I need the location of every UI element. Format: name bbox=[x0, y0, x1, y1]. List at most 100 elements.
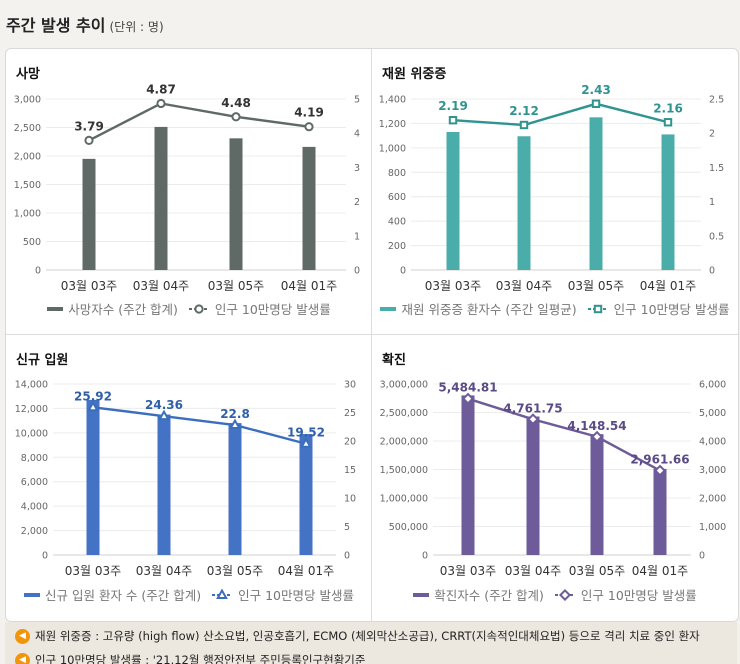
legend-item-rate: 인구 10만명당 발생률 bbox=[554, 585, 697, 604]
rate-point bbox=[229, 418, 241, 430]
y-left-tick-label: 0 bbox=[422, 551, 428, 562]
legend-label: 신규 입원 환자 수 (주간 합계) bbox=[45, 588, 202, 603]
y-left-tick-label: 0 bbox=[35, 266, 41, 277]
chart-title: 사망 bbox=[16, 67, 40, 82]
y-left-tick-label: 2,000 bbox=[21, 526, 48, 537]
y-left-tick-label: 1,000 bbox=[14, 209, 41, 220]
data-label: 3.79 bbox=[74, 119, 104, 133]
x-tick-label: 03월 04주 bbox=[505, 564, 561, 578]
x-tick-label: 03월 03주 bbox=[65, 564, 121, 578]
y-left-tick-label: 12,000 bbox=[15, 404, 48, 415]
chart-svg: 0 200 400 600 800 1,000 1,200 1,400 0 0.5 1 1.5 2 2.5… bbox=[379, 83, 724, 293]
y-right-tick-label: 0 bbox=[354, 266, 360, 277]
x-tick-label: 03월 04주 bbox=[496, 279, 552, 293]
x-tick-label: 04월 01주 bbox=[278, 564, 334, 578]
legend-item-bars: 확진자수 (주간 합계) bbox=[413, 585, 544, 604]
rate-line bbox=[88, 102, 310, 142]
rate-point bbox=[87, 400, 99, 412]
data-label: 4,761.75 bbox=[503, 401, 562, 415]
chart-title: 확진 bbox=[382, 353, 406, 368]
x-tick-label: 03월 03주 bbox=[425, 279, 481, 293]
x-tick-label: 03월 03주 bbox=[440, 564, 496, 578]
bar bbox=[299, 434, 313, 555]
y-left-tick-label: 4,000 bbox=[21, 502, 48, 513]
y-left-tick-label: 600 bbox=[388, 192, 406, 203]
legend-label: 인구 10만명당 발생률 bbox=[580, 588, 697, 603]
y-left-tick-label: 2,500 bbox=[14, 123, 41, 134]
bar bbox=[302, 146, 316, 270]
y-left-tick-label: 8,000 bbox=[21, 453, 48, 464]
x-tick-label: 03월 05주 bbox=[207, 564, 263, 578]
data-label: 2.19 bbox=[438, 99, 468, 113]
bar bbox=[526, 416, 540, 555]
legend-bar-swatch bbox=[24, 592, 40, 597]
y-right-tick-label: 15 bbox=[344, 465, 356, 476]
y-right-tick-label: 1.5 bbox=[709, 163, 724, 174]
chart-panel-critical: 재원 위중증 0 200 400 600 800 1,000 1,200 1,400 0 0.5 1… bbox=[372, 49, 738, 335]
legend-label: 사망자수 (주간 합계) bbox=[68, 302, 178, 317]
unit-label: (단위 : 명) bbox=[109, 20, 164, 34]
rate-point bbox=[591, 99, 601, 108]
y-left-tick-label: 1,000 bbox=[379, 143, 406, 154]
x-tick-label: 03월 03주 bbox=[61, 279, 117, 293]
y-left-tick-label: 500,000 bbox=[389, 522, 428, 533]
y-right-tick-label: 6,000 bbox=[699, 380, 726, 391]
bar bbox=[229, 138, 243, 270]
footnote-population-basis: ◀ 인구 10만명당 발생률 : '21.12월 행정안전부 주민등록인구현황기… bbox=[15, 652, 365, 664]
y-right-tick-label: 0.5 bbox=[709, 231, 724, 242]
chart-svg: 0 500 1,000 1,500 2,000 2,500 3,000 0 1 2 3 4 5 03월 0… bbox=[14, 82, 360, 293]
y-right-tick-label: 3 bbox=[354, 163, 360, 174]
legend-line-icon bbox=[587, 304, 608, 313]
divider-vertical bbox=[371, 49, 372, 621]
y-left-tick-label: 2,500,000 bbox=[380, 408, 428, 419]
legend-item-bars: 신규 입원 환자 수 (주간 합계) bbox=[24, 585, 201, 604]
data-label: 2.16 bbox=[653, 101, 683, 115]
chart-grid: 사망 0 500 1,000 1,500 2,000 2,500 3,000 0 1 2 3 4 5 03… bbox=[5, 48, 739, 622]
chart-legend: 사망자수 (주간 합계) 인구 10만명당 발생률 bbox=[6, 299, 372, 318]
y-right-tick-label: 0 bbox=[344, 551, 350, 562]
chart-legend: 신규 입원 환자 수 (주간 합계) 인구 10만명당 발생률 bbox=[6, 585, 372, 604]
x-tick-label: 04월 01주 bbox=[281, 279, 337, 293]
x-tick-label: 04월 01주 bbox=[640, 279, 696, 293]
y-right-tick-label: 1 bbox=[709, 197, 715, 208]
x-tick-label: 03월 04주 bbox=[136, 564, 192, 578]
rate-point bbox=[84, 135, 94, 145]
rate-line bbox=[452, 102, 669, 127]
rate-point bbox=[156, 98, 166, 109]
rate-point bbox=[526, 413, 540, 426]
y-right-tick-label: 1,000 bbox=[699, 522, 726, 533]
bar bbox=[590, 434, 604, 555]
bar bbox=[661, 134, 675, 270]
rate-point bbox=[519, 120, 529, 130]
x-tick-label: 03월 05주 bbox=[568, 279, 624, 293]
bar bbox=[589, 117, 603, 270]
y-right-tick-label: 2.5 bbox=[709, 95, 724, 106]
data-label: 2.43 bbox=[581, 83, 611, 97]
legend-item-rate: 인구 10만명당 발생률 bbox=[587, 299, 730, 318]
data-label: 4.19 bbox=[294, 106, 324, 120]
chart-svg: 0 500,000 1,000,000 1,500,000 2,000,000 2,500… bbox=[380, 380, 727, 579]
footnote-text: 재원 위중증 : 고유량 (high flow) 산소요법, 인공호흡기, EC… bbox=[35, 629, 700, 643]
x-tick-label: 03월 05주 bbox=[569, 564, 625, 578]
y-right-tick-label: 0 bbox=[699, 551, 705, 562]
y-left-tick-label: 500 bbox=[23, 237, 41, 248]
bar bbox=[82, 158, 96, 270]
speaker-icon: ◀ bbox=[15, 652, 30, 664]
y-left-tick-label: 10,000 bbox=[15, 428, 48, 439]
data-label: 2,961.66 bbox=[630, 453, 689, 467]
legend-item-rate: 인구 10만명당 발생률 bbox=[188, 299, 331, 318]
data-label: 5,484.81 bbox=[438, 381, 497, 395]
rate-point bbox=[231, 112, 241, 122]
bar bbox=[446, 131, 460, 270]
chart-legend: 확진자수 (주간 합계) 인구 10만명당 발생률 bbox=[372, 585, 738, 604]
legend-label: 확진자수 (주간 합계) bbox=[434, 588, 544, 603]
y-left-tick-label: 1,500,000 bbox=[380, 465, 428, 476]
y-left-tick-label: 1,000,000 bbox=[380, 494, 428, 505]
y-left-tick-label: 800 bbox=[388, 168, 406, 179]
legend-line-marker bbox=[194, 303, 204, 314]
legend-label: 재원 위중증 환자수 (주간 일평균) bbox=[401, 302, 577, 317]
legend-line-icon bbox=[554, 588, 575, 601]
rate-point bbox=[448, 116, 458, 125]
data-label: 4.48 bbox=[221, 96, 251, 110]
y-left-tick-label: 0 bbox=[42, 551, 48, 562]
